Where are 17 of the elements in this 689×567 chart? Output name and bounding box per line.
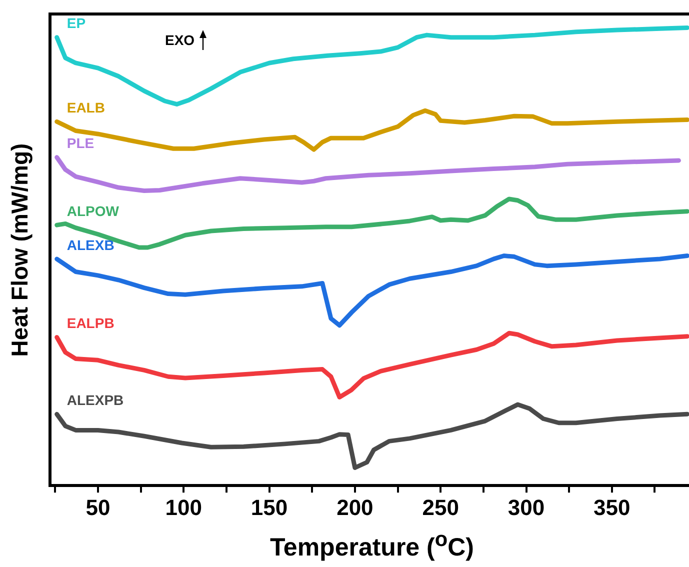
x-axis-title: Temperature ($^{o}$C) [269, 528, 475, 562]
x-tick-label: 200 [336, 494, 374, 520]
series-label: ALPOW [66, 202, 120, 219]
x-tick-label: 250 [422, 494, 459, 520]
annotation: EXO [165, 32, 195, 48]
x-tick-label: 150 [250, 494, 288, 520]
series-label: ALEXPB [66, 392, 124, 408]
x-tick-label: 100 [165, 494, 202, 520]
series-label: EALB [66, 99, 105, 116]
x-tick-label: 300 [508, 494, 545, 520]
series-label: EALPB [66, 315, 114, 332]
series-label: EP [66, 15, 86, 32]
x-tick-label: 50 [86, 494, 110, 520]
x-tick-label: 350 [594, 494, 630, 520]
series-label: PLE [66, 135, 94, 152]
series-label: ALEXB [66, 236, 114, 253]
y-axis-title: Heat Flow (mW/mg) [6, 143, 34, 357]
